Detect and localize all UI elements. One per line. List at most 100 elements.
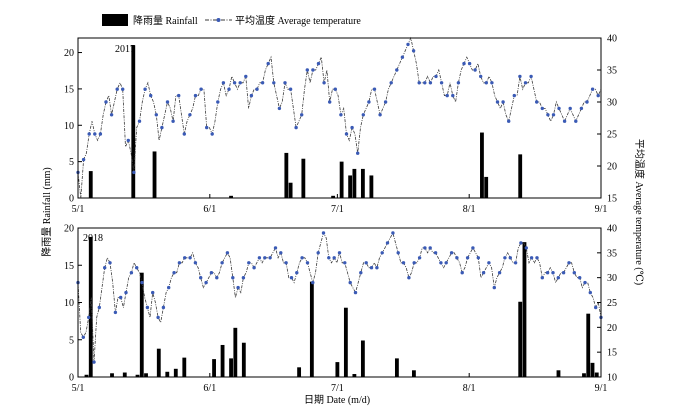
panel-2018-temperature-point bbox=[444, 261, 448, 265]
panel-2018-temperature-point bbox=[140, 280, 144, 285]
panel-2017-left-tick-label: 5 bbox=[69, 157, 74, 168]
panel-2018-rainfall-bar bbox=[173, 368, 178, 377]
panel-2018-temperature-point bbox=[332, 256, 336, 260]
panel-2018-temperature-point bbox=[545, 271, 550, 275]
panel-2018-temperature-point bbox=[417, 256, 422, 260]
legend-temperature-label: 平均温度 Average temperature bbox=[235, 14, 361, 27]
panel-2018-temperature-point bbox=[433, 251, 438, 255]
panel-2018-temperature-point bbox=[529, 256, 534, 260]
panel-2017-year-label: 2017 bbox=[115, 44, 135, 55]
panel-2017-temperature-point bbox=[445, 93, 449, 98]
panel-2018-temperature-point bbox=[407, 276, 411, 280]
panel-2018-temperature-point bbox=[551, 271, 555, 275]
panel-2017-rainfall-bar bbox=[339, 161, 344, 198]
panel-2018-rainfall-bar bbox=[233, 327, 238, 377]
panel-2018-temperature-point bbox=[337, 251, 342, 255]
panel-2018-temperature-point bbox=[428, 246, 432, 250]
panel-2018-temperature-point bbox=[385, 241, 390, 245]
panel-2017-temperature-point bbox=[328, 100, 332, 104]
panel-2018-temperature-point bbox=[289, 276, 294, 280]
panel-2017-right-tick-label: 20 bbox=[607, 162, 617, 173]
panel-2017-left-tick-label: 0 bbox=[69, 194, 74, 205]
panel-2017-rainfall-bar bbox=[348, 175, 353, 198]
panel-2017-temperature-point bbox=[104, 100, 108, 104]
panel-2018-temperature-point bbox=[81, 335, 86, 339]
panel-2017-temperature-point bbox=[149, 93, 153, 98]
panel-2017-right-tick-label: 40 bbox=[607, 34, 617, 45]
panel-2017-x-tick-label: 7/1 bbox=[331, 204, 344, 215]
panel-2018-temperature-point bbox=[481, 271, 486, 275]
panel-2017-temperature-point bbox=[294, 125, 298, 130]
panel-2018-rainfall-bar bbox=[335, 362, 340, 377]
panel-2017-temperature-point bbox=[512, 93, 516, 98]
panel-2017-temperature-point bbox=[249, 93, 254, 98]
panel-2017-temperature-point bbox=[238, 81, 242, 85]
panel-2018-temperature-point bbox=[284, 261, 288, 265]
panel-2018-rainfall-bar bbox=[309, 281, 314, 377]
panel-2018-temperature-point bbox=[135, 266, 139, 270]
panel-2018-temperature-point bbox=[396, 251, 400, 255]
panel-2018-temperature-point bbox=[471, 246, 475, 250]
panel-2018-temperature-point bbox=[225, 251, 230, 255]
panel-2017-temperature-point bbox=[272, 81, 276, 85]
panel-2017-temperature-point bbox=[344, 132, 349, 136]
panel-2018-temperature-point bbox=[556, 276, 560, 280]
panel-2018-temperature-point bbox=[567, 261, 571, 265]
panel-2018-temperature-point bbox=[252, 266, 256, 270]
panel-2017-temperature-point bbox=[316, 61, 321, 66]
panel-2018-right-axis: 10 15 20 25 30 35 40 bbox=[597, 224, 617, 384]
panel-2017-temperature-point bbox=[406, 42, 410, 47]
panel-2018-rainfall-bar bbox=[343, 307, 348, 377]
panel-2018-temperature-point bbox=[300, 256, 304, 260]
panel-2018-x-tick-label: 5/1 bbox=[72, 383, 85, 394]
legend-temperature-marker bbox=[216, 18, 221, 22]
panel-2017-rainfall-bar bbox=[331, 195, 336, 198]
panel-2018-rainfall-bar bbox=[582, 373, 586, 377]
panel-2018-temperature-point bbox=[327, 256, 331, 260]
panel-2018-temperature-point bbox=[156, 315, 160, 320]
panel-2018-temperature-point bbox=[359, 271, 363, 275]
panel-2017-temperature-point bbox=[160, 125, 164, 130]
panel-2017-temperature-point bbox=[540, 106, 544, 111]
panel-2017-temperature-point bbox=[177, 93, 181, 98]
panel-2018-x-tick-label: 8/1 bbox=[463, 383, 476, 394]
panel-2017-rainfall-bar bbox=[360, 168, 365, 198]
panel-2017-temperature-point bbox=[87, 132, 91, 136]
panel-2018-rainfall-bar bbox=[518, 301, 523, 377]
panel-2017-temperature-point bbox=[288, 87, 293, 91]
panel-2017: 0 5 10 15 20 15 20 25 30 35 40 5/1 6/1 7/1 8/1 9/1 20… bbox=[64, 34, 617, 216]
panel-2018-right-tick-label: 10 bbox=[607, 373, 617, 384]
panel-2017-temperature-point bbox=[322, 81, 326, 85]
panel-2018-rainfall-bar bbox=[229, 358, 233, 377]
panel-2018-temperature-point bbox=[476, 256, 480, 260]
panel-2017-left-tick-label: 10 bbox=[64, 121, 74, 132]
panel-2018-temperature-point bbox=[172, 271, 176, 275]
panel-2017-temperature-point bbox=[551, 113, 556, 117]
panel-2017-temperature-point bbox=[395, 68, 399, 72]
panel-2018-temperature-point bbox=[316, 251, 320, 255]
panel-2018-temperature-point bbox=[236, 285, 240, 290]
panel-2018-temperature-point bbox=[92, 360, 96, 364]
panel-2017-temperature-point bbox=[518, 74, 522, 79]
panel-2017-temperature-point bbox=[81, 157, 86, 162]
panel-2018-temperature-point bbox=[295, 271, 299, 275]
panel-2018-temperature-point bbox=[380, 251, 384, 255]
panel-2017-rainfall-bar bbox=[480, 132, 484, 198]
panel-2017-temperature-point bbox=[339, 113, 343, 117]
panel-2018-temperature-point bbox=[279, 251, 283, 255]
panel-2017-rainfall-bar bbox=[152, 151, 157, 198]
panel-2018-rainfall-bar bbox=[84, 374, 89, 377]
panel-2018-temperature-point bbox=[594, 305, 598, 310]
panel-2017-temperature-point bbox=[216, 100, 220, 104]
panel-2018-temperature-point bbox=[364, 261, 368, 265]
panel-2018-temperature-point bbox=[268, 256, 272, 260]
panel-2017-temperature-point bbox=[137, 119, 142, 123]
panel-2017-x-tick-label: 6/1 bbox=[203, 204, 216, 215]
panel-2017-temperature-point bbox=[535, 100, 539, 104]
panel-2018-rainfall-bar bbox=[297, 367, 302, 377]
panel-2017-temperature-point bbox=[529, 74, 533, 79]
panel-2018-temperature-point bbox=[321, 231, 326, 235]
panel-2018-rainfall-bar bbox=[241, 342, 246, 377]
panel-2017-temperature-point bbox=[333, 87, 337, 91]
